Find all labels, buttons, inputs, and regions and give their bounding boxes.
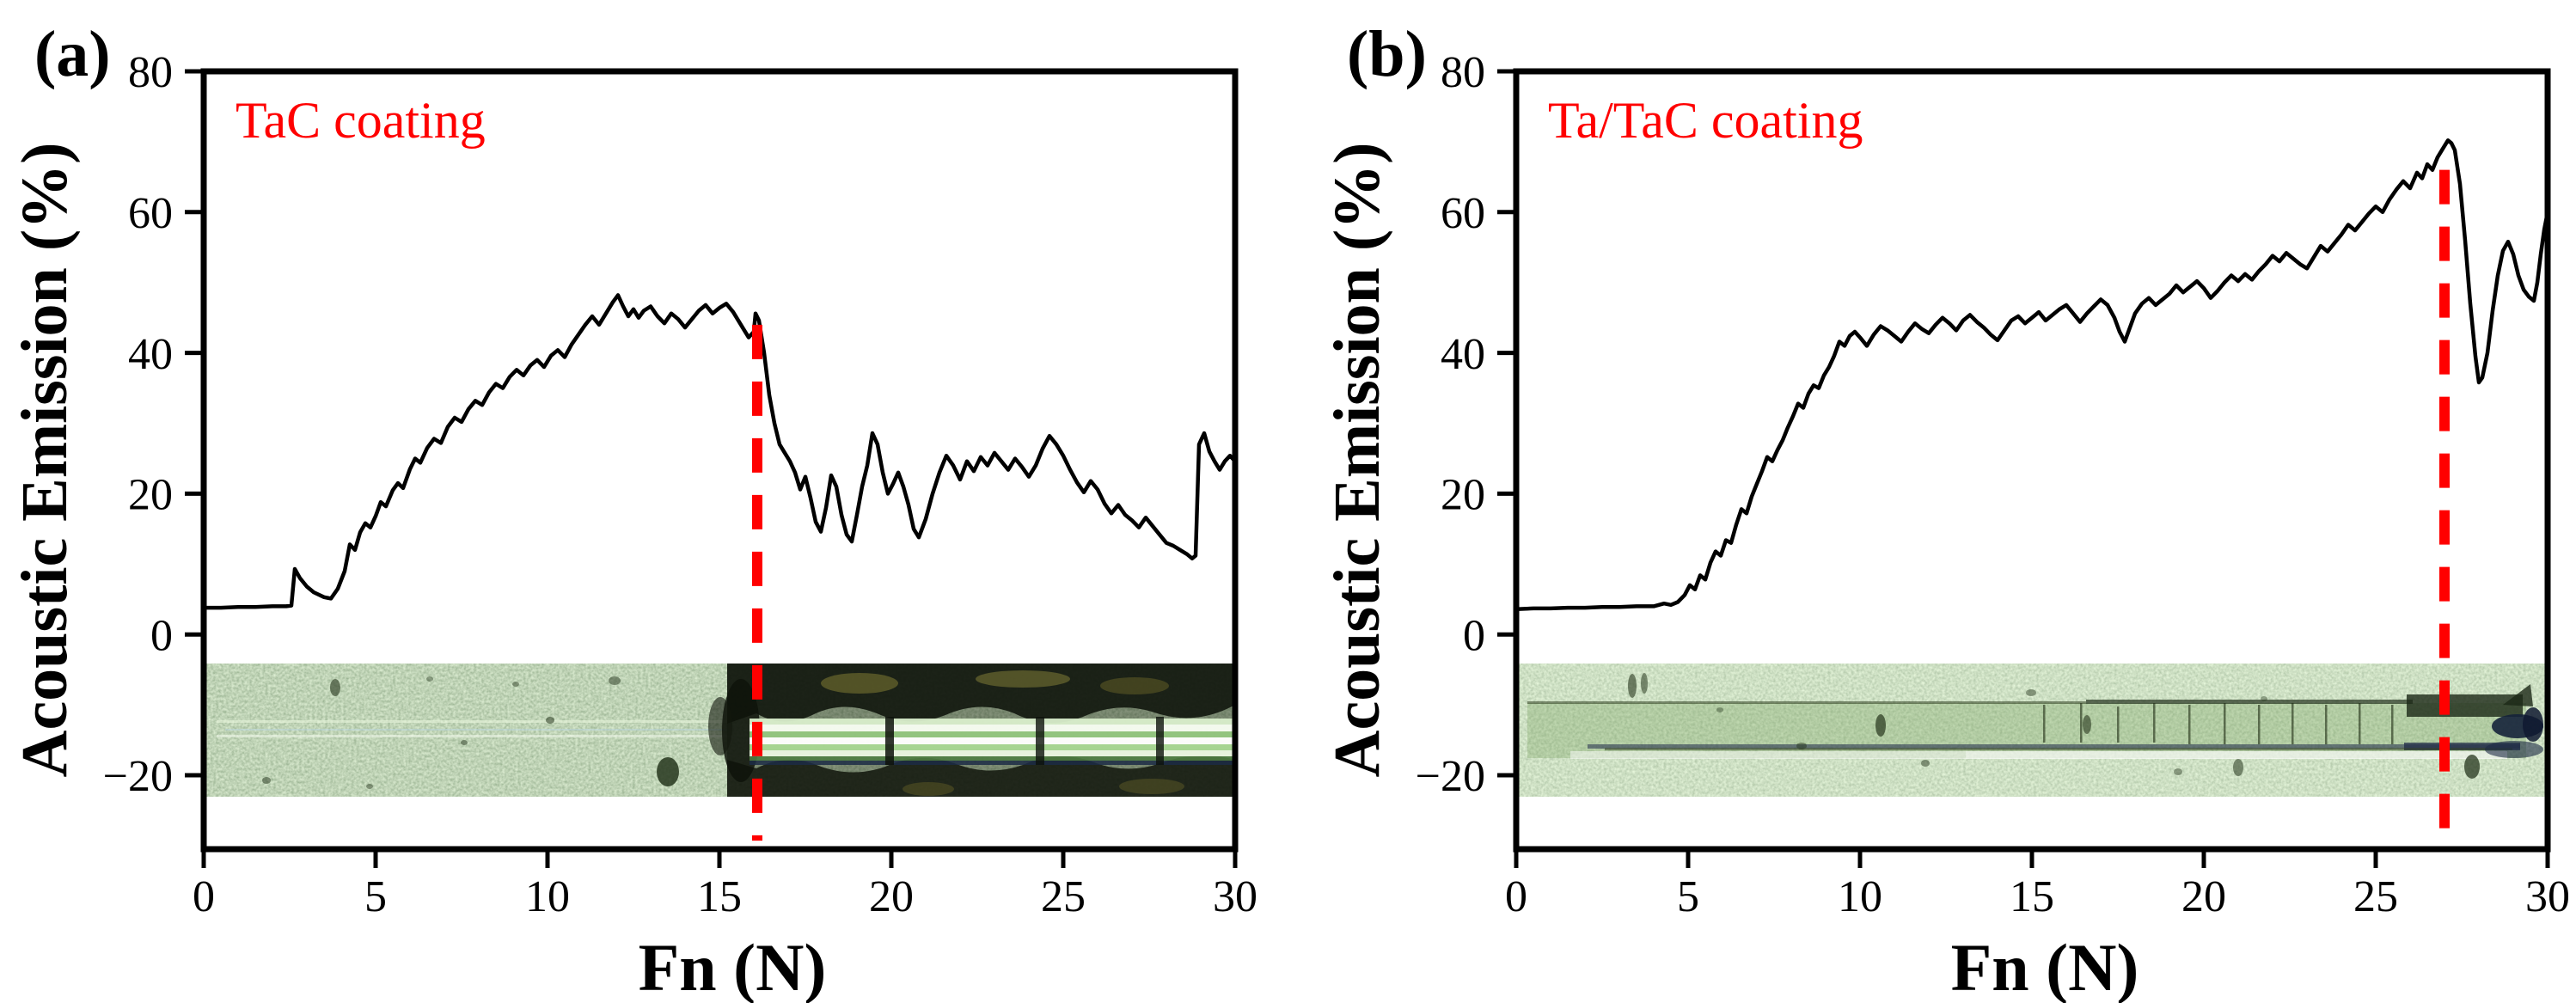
y-tick-label: 0 (1463, 611, 1485, 660)
debris-dots (1628, 673, 2480, 779)
coating-annotation: Ta/TaC coating (1548, 92, 1863, 149)
x-tick-label: 25 (1041, 872, 1086, 921)
x-tick-label: 20 (869, 872, 914, 921)
y-axis-ticks: −20 0 20 40 60 80 (1416, 48, 1516, 801)
y-tick-label: −20 (1416, 752, 1485, 801)
x-axis-ticks: 0 5 10 15 20 25 30 (193, 849, 1257, 921)
narrow-groove (1527, 684, 2543, 759)
y-tick-label: 20 (128, 471, 173, 520)
x-tick-label: 30 (1213, 872, 1257, 921)
panel-b-label: (b) (1347, 18, 1427, 90)
micrograph-grain-b (1516, 664, 2548, 797)
groove-line (217, 735, 732, 737)
groove-line (225, 729, 732, 731)
y-tick-label: 80 (128, 48, 173, 97)
x-tick-label: 10 (525, 872, 570, 921)
spallation-zone (708, 664, 1235, 797)
x-tick-label: 5 (1677, 872, 1699, 921)
x-tick-label: 5 (364, 872, 387, 921)
y-tick-label: 0 (150, 611, 173, 660)
y-tick-label: 40 (128, 330, 173, 379)
debris-dots (262, 676, 679, 789)
x-tick-label: 30 (2525, 872, 2570, 921)
coating-annotation: TaC coating (236, 92, 486, 149)
x-axis-ticks: 0 5 10 15 20 25 30 (1505, 849, 2570, 921)
groove-line (217, 720, 732, 723)
scratch-track-micrograph-a (204, 664, 1235, 797)
y-tick-label: −20 (103, 752, 173, 801)
x-axis-title: Fn (N) (639, 930, 827, 1003)
transverse-cracks (2043, 703, 2394, 744)
y-tick-label: 80 (1441, 48, 1485, 97)
panel-a: (a) (9, 18, 1257, 1003)
bright-striated-groove (750, 717, 1235, 765)
ae-curve (1514, 138, 2550, 611)
x-tick-label: 25 (2353, 872, 2398, 921)
x-tick-label: 15 (2010, 872, 2054, 921)
panel-b: (b) (1321, 18, 2570, 1003)
y-axis-ticks: −20 0 20 40 60 80 (103, 48, 204, 801)
ae-curve (201, 293, 1238, 610)
x-tick-label: 0 (193, 872, 215, 921)
panel-a-label: (a) (34, 18, 111, 90)
x-tick-label: 0 (1505, 872, 1527, 921)
y-tick-label: 60 (1441, 189, 1485, 238)
y-tick-label: 60 (128, 189, 173, 238)
y-axis-title: Acoustic Emission (%) (9, 143, 81, 778)
y-axis-title: Acoustic Emission (%) (1321, 143, 1393, 778)
scratch-track-micrograph-b (1516, 664, 2548, 797)
x-axis-title: Fn (N) (1951, 930, 2139, 1003)
y-tick-label: 40 (1441, 330, 1485, 379)
x-tick-label: 15 (697, 872, 742, 921)
x-tick-label: 10 (1838, 872, 1882, 921)
y-tick-label: 20 (1441, 471, 1485, 520)
x-tick-label: 20 (2181, 872, 2226, 921)
